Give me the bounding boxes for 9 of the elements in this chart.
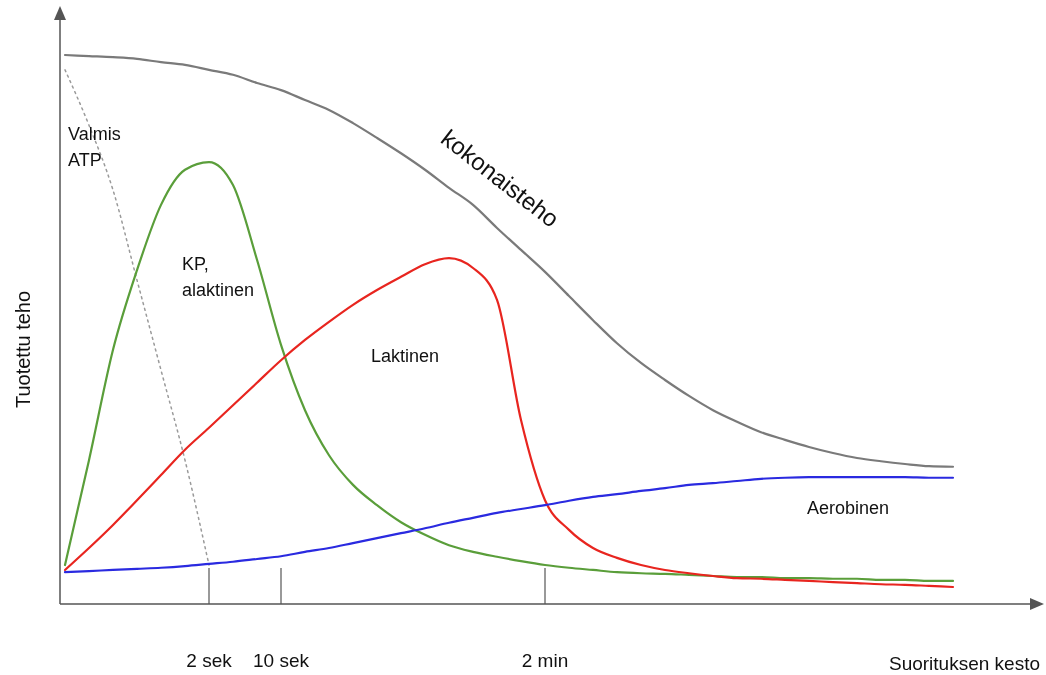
series-label: Aerobinen [806, 498, 890, 518]
x-tick-label: 2 sek [186, 650, 233, 671]
text: Laktinen [370, 346, 440, 366]
series-label: KP, alaktinen [182, 254, 255, 300]
x-axis-title: Suorituksen kesto [888, 653, 1040, 674]
x-tick-label: 10 sek [253, 650, 310, 671]
x-tick-label: 2 min [521, 650, 569, 671]
y-axis-title: Tuotettu teho [12, 290, 34, 409]
series-label: Valmis ATP [68, 124, 121, 170]
